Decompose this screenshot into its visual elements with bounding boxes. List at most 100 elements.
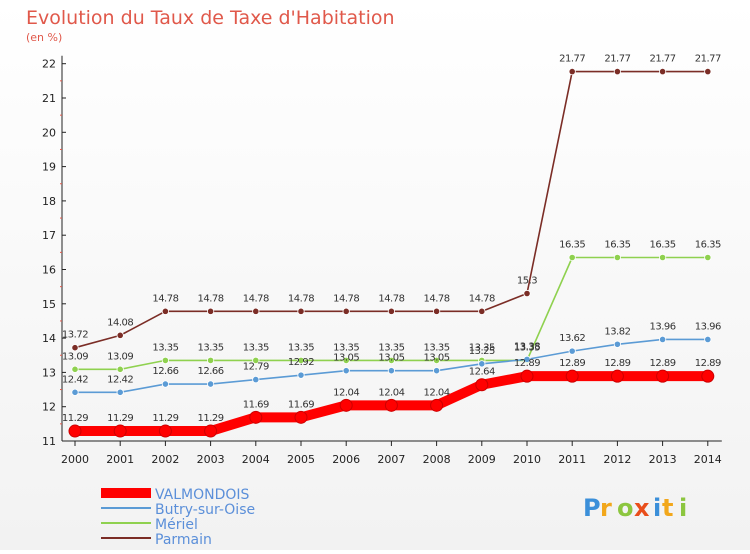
legend-label: Parmain bbox=[155, 532, 212, 548]
legend-label: Butry-sur-Oise bbox=[155, 502, 255, 518]
data-point bbox=[704, 253, 712, 262]
data-point bbox=[71, 365, 79, 373]
data-label: 14.78 bbox=[288, 293, 314, 304]
data-label: 13.35 bbox=[198, 342, 224, 353]
data-point bbox=[342, 367, 350, 375]
x-tick-label: 2014 bbox=[694, 453, 722, 466]
series-line bbox=[74, 70, 708, 349]
y-tick-label: 19 bbox=[42, 161, 56, 174]
data-label: 13.05 bbox=[424, 353, 450, 364]
data-label: 21.77 bbox=[604, 54, 630, 65]
data-point bbox=[568, 67, 576, 76]
data-label: 13.35 bbox=[243, 342, 269, 353]
data-point bbox=[701, 369, 715, 383]
y-tick-label: 16 bbox=[42, 264, 56, 277]
data-label: 13.05 bbox=[378, 353, 404, 364]
data-label: 13.25 bbox=[469, 346, 495, 357]
data-label: 16.35 bbox=[604, 239, 630, 250]
logo-letter: o bbox=[617, 494, 634, 522]
data-point bbox=[252, 307, 260, 315]
data-point bbox=[207, 380, 215, 388]
data-point bbox=[704, 335, 712, 344]
legend-item: Butry-sur-Oise bbox=[101, 502, 255, 518]
data-point bbox=[297, 307, 305, 315]
data-point bbox=[658, 335, 667, 344]
data-label: 12.04 bbox=[424, 387, 450, 398]
data-label: 13.35 bbox=[469, 342, 495, 353]
logo-letter: i bbox=[679, 494, 687, 522]
data-point bbox=[161, 307, 169, 315]
data-point bbox=[158, 424, 172, 438]
data-point bbox=[249, 410, 263, 424]
data-label: 14.78 bbox=[152, 293, 178, 304]
data-point bbox=[207, 356, 215, 364]
data-point bbox=[161, 356, 169, 364]
data-point bbox=[568, 253, 576, 262]
data-label: 16.35 bbox=[650, 239, 676, 250]
x-tick-label: 2009 bbox=[468, 453, 496, 466]
series-butry-sur-oise: 12.42 12.42 12.66 12.66 12.79 12.92 13.05 13.05… bbox=[62, 321, 721, 396]
data-point bbox=[252, 376, 260, 384]
y-tick-label: 11 bbox=[42, 435, 56, 448]
data-label: 11.29 bbox=[152, 413, 178, 424]
series-m-riel: 13.09 13.09 13.35 13.35 13.35 13.35 13.35 13.35… bbox=[62, 239, 721, 373]
data-label: 12.89 bbox=[695, 358, 721, 369]
data-point bbox=[342, 356, 350, 364]
data-label: 12.04 bbox=[378, 387, 404, 398]
x-tick-label: 2006 bbox=[332, 453, 360, 466]
x-tick-label: 2011 bbox=[558, 453, 586, 466]
data-label: 13.35 bbox=[378, 342, 404, 353]
axes: 11 12 13 14 15 16 17 18 19 20 21 22 2000 2001 2002 2003… bbox=[42, 55, 722, 466]
data-label: 11.29 bbox=[62, 413, 88, 424]
data-point bbox=[342, 307, 350, 315]
data-label: 12.92 bbox=[288, 357, 314, 368]
data-label: 13.35 bbox=[333, 342, 359, 353]
data-point bbox=[432, 307, 441, 315]
data-label: 14.78 bbox=[469, 293, 495, 304]
x-tick-label: 2002 bbox=[151, 453, 179, 466]
data-label: 12.79 bbox=[243, 362, 269, 373]
data-point bbox=[478, 360, 486, 368]
logo-letter: r bbox=[600, 494, 612, 522]
x-tick-label: 2001 bbox=[106, 453, 134, 466]
data-point bbox=[523, 289, 531, 298]
chart-subtitle: (en %) bbox=[26, 31, 62, 44]
legend-item: Parmain bbox=[101, 532, 212, 548]
data-point bbox=[704, 67, 712, 76]
legend-label: Mériel bbox=[155, 517, 198, 533]
data-point bbox=[478, 307, 486, 315]
data-point bbox=[116, 388, 124, 396]
chart-title: Evolution du Taux de Taxe d'Habitation bbox=[26, 7, 395, 29]
data-point bbox=[116, 365, 124, 373]
data-label: 13.05 bbox=[333, 353, 359, 364]
data-point bbox=[610, 369, 624, 383]
data-label: 16.35 bbox=[695, 239, 721, 250]
x-tick-label: 2005 bbox=[287, 453, 315, 466]
y-tick-label: 22 bbox=[42, 58, 56, 71]
data-point bbox=[387, 307, 395, 315]
y-tick-label: 17 bbox=[42, 229, 56, 242]
data-label: 11.69 bbox=[288, 399, 314, 410]
data-point bbox=[520, 369, 534, 383]
data-label: 13.35 bbox=[514, 342, 540, 353]
y-tick-label: 12 bbox=[42, 401, 56, 414]
data-point bbox=[294, 410, 308, 424]
x-tick-label: 2004 bbox=[242, 453, 270, 466]
data-label: 14.78 bbox=[198, 293, 224, 304]
data-point bbox=[204, 424, 218, 438]
x-tick-label: 2007 bbox=[377, 453, 405, 466]
data-point bbox=[68, 424, 82, 438]
data-label: 13.38 bbox=[514, 341, 540, 352]
data-label: 11.69 bbox=[243, 399, 269, 410]
data-label: 21.77 bbox=[650, 54, 676, 65]
data-label: 14.78 bbox=[378, 293, 404, 304]
data-point bbox=[387, 367, 395, 375]
data-point bbox=[523, 355, 531, 363]
data-point bbox=[656, 369, 670, 383]
data-point bbox=[432, 367, 441, 375]
data-point bbox=[613, 67, 622, 76]
data-label: 13.72 bbox=[62, 330, 88, 341]
